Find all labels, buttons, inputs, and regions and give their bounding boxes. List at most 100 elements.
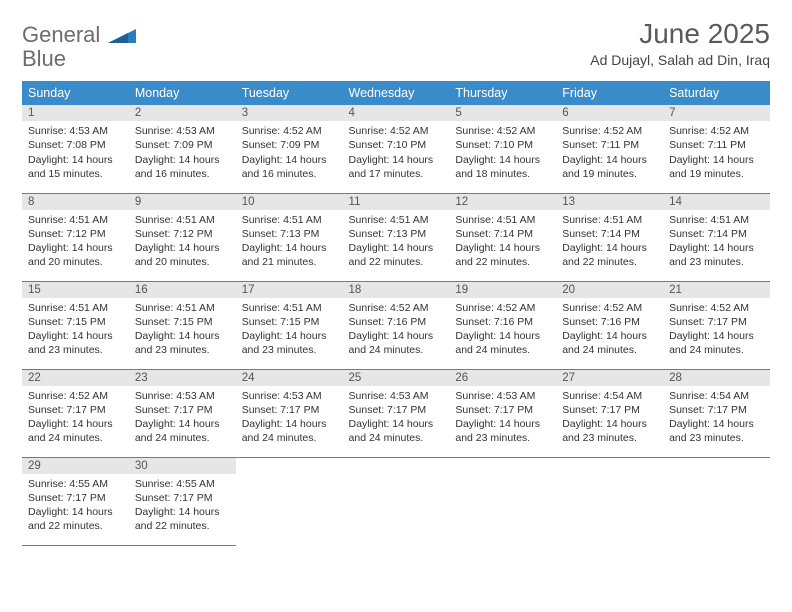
calendar-cell <box>449 457 556 545</box>
day-info: Sunrise: 4:53 AMSunset: 7:08 PMDaylight:… <box>22 121 129 185</box>
calendar-cell: 6Sunrise: 4:52 AMSunset: 7:11 PMDaylight… <box>556 105 663 193</box>
day-number: 9 <box>129 194 236 210</box>
calendar-cell <box>343 457 450 545</box>
day-info: Sunrise: 4:52 AMSunset: 7:16 PMDaylight:… <box>449 298 556 362</box>
day-number: 22 <box>22 370 129 386</box>
calendar-cell <box>556 457 663 545</box>
calendar-cell <box>236 457 343 545</box>
day-info: Sunrise: 4:53 AMSunset: 7:17 PMDaylight:… <box>129 386 236 450</box>
calendar-cell: 24Sunrise: 4:53 AMSunset: 7:17 PMDayligh… <box>236 369 343 457</box>
calendar-cell: 19Sunrise: 4:52 AMSunset: 7:16 PMDayligh… <box>449 281 556 369</box>
day-info: Sunrise: 4:51 AMSunset: 7:14 PMDaylight:… <box>556 210 663 274</box>
day-info: Sunrise: 4:52 AMSunset: 7:10 PMDaylight:… <box>343 121 450 185</box>
day-header: Friday <box>556 81 663 105</box>
calendar-cell: 14Sunrise: 4:51 AMSunset: 7:14 PMDayligh… <box>663 193 770 281</box>
calendar-cell: 22Sunrise: 4:52 AMSunset: 7:17 PMDayligh… <box>22 369 129 457</box>
calendar-cell: 27Sunrise: 4:54 AMSunset: 7:17 PMDayligh… <box>556 369 663 457</box>
day-number: 7 <box>663 105 770 121</box>
calendar-cell: 21Sunrise: 4:52 AMSunset: 7:17 PMDayligh… <box>663 281 770 369</box>
day-info: Sunrise: 4:54 AMSunset: 7:17 PMDaylight:… <box>556 386 663 450</box>
calendar-cell: 9Sunrise: 4:51 AMSunset: 7:12 PMDaylight… <box>129 193 236 281</box>
day-info: Sunrise: 4:53 AMSunset: 7:09 PMDaylight:… <box>129 121 236 185</box>
header: General Blue June 2025 Ad Dujayl, Salah … <box>22 18 770 71</box>
calendar-header-row: Sunday Monday Tuesday Wednesday Thursday… <box>22 81 770 105</box>
calendar-body: 1Sunrise: 4:53 AMSunset: 7:08 PMDaylight… <box>22 105 770 545</box>
day-info: Sunrise: 4:51 AMSunset: 7:12 PMDaylight:… <box>22 210 129 274</box>
calendar-cell: 23Sunrise: 4:53 AMSunset: 7:17 PMDayligh… <box>129 369 236 457</box>
day-number: 14 <box>663 194 770 210</box>
calendar-cell: 26Sunrise: 4:53 AMSunset: 7:17 PMDayligh… <box>449 369 556 457</box>
calendar-cell: 15Sunrise: 4:51 AMSunset: 7:15 PMDayligh… <box>22 281 129 369</box>
day-info: Sunrise: 4:55 AMSunset: 7:17 PMDaylight:… <box>129 474 236 538</box>
day-number: 29 <box>22 458 129 474</box>
day-info: Sunrise: 4:53 AMSunset: 7:17 PMDaylight:… <box>343 386 450 450</box>
day-number: 25 <box>343 370 450 386</box>
day-number: 24 <box>236 370 343 386</box>
day-info: Sunrise: 4:51 AMSunset: 7:15 PMDaylight:… <box>129 298 236 362</box>
day-number: 4 <box>343 105 450 121</box>
day-info: Sunrise: 4:51 AMSunset: 7:13 PMDaylight:… <box>236 210 343 274</box>
day-header: Thursday <box>449 81 556 105</box>
calendar-row: 8Sunrise: 4:51 AMSunset: 7:12 PMDaylight… <box>22 193 770 281</box>
calendar-cell: 5Sunrise: 4:52 AMSunset: 7:10 PMDaylight… <box>449 105 556 193</box>
calendar-row: 15Sunrise: 4:51 AMSunset: 7:15 PMDayligh… <box>22 281 770 369</box>
calendar-cell: 17Sunrise: 4:51 AMSunset: 7:15 PMDayligh… <box>236 281 343 369</box>
day-info: Sunrise: 4:52 AMSunset: 7:16 PMDaylight:… <box>343 298 450 362</box>
logo-triangle-icon <box>108 27 136 48</box>
calendar-cell: 16Sunrise: 4:51 AMSunset: 7:15 PMDayligh… <box>129 281 236 369</box>
day-number: 27 <box>556 370 663 386</box>
calendar-table: Sunday Monday Tuesday Wednesday Thursday… <box>22 81 770 546</box>
day-info: Sunrise: 4:52 AMSunset: 7:10 PMDaylight:… <box>449 121 556 185</box>
day-info: Sunrise: 4:52 AMSunset: 7:17 PMDaylight:… <box>22 386 129 450</box>
day-number: 20 <box>556 282 663 298</box>
day-number: 10 <box>236 194 343 210</box>
day-number: 3 <box>236 105 343 121</box>
calendar-cell: 30Sunrise: 4:55 AMSunset: 7:17 PMDayligh… <box>129 457 236 545</box>
day-number: 30 <box>129 458 236 474</box>
calendar-cell: 20Sunrise: 4:52 AMSunset: 7:16 PMDayligh… <box>556 281 663 369</box>
day-number: 2 <box>129 105 236 121</box>
day-number: 1 <box>22 105 129 121</box>
day-number: 11 <box>343 194 450 210</box>
day-info: Sunrise: 4:52 AMSunset: 7:11 PMDaylight:… <box>556 121 663 185</box>
logo-word1: General <box>22 22 100 47</box>
day-header: Wednesday <box>343 81 450 105</box>
day-number: 26 <box>449 370 556 386</box>
calendar-row: 29Sunrise: 4:55 AMSunset: 7:17 PMDayligh… <box>22 457 770 545</box>
calendar-row: 1Sunrise: 4:53 AMSunset: 7:08 PMDaylight… <box>22 105 770 193</box>
day-header: Tuesday <box>236 81 343 105</box>
logo: General Blue <box>22 18 136 71</box>
page-subtitle: Ad Dujayl, Salah ad Din, Iraq <box>590 52 770 68</box>
day-info: Sunrise: 4:55 AMSunset: 7:17 PMDaylight:… <box>22 474 129 538</box>
calendar-cell <box>663 457 770 545</box>
day-number: 19 <box>449 282 556 298</box>
day-info: Sunrise: 4:52 AMSunset: 7:09 PMDaylight:… <box>236 121 343 185</box>
calendar-cell: 3Sunrise: 4:52 AMSunset: 7:09 PMDaylight… <box>236 105 343 193</box>
day-info: Sunrise: 4:52 AMSunset: 7:16 PMDaylight:… <box>556 298 663 362</box>
day-info: Sunrise: 4:53 AMSunset: 7:17 PMDaylight:… <box>449 386 556 450</box>
calendar-cell: 18Sunrise: 4:52 AMSunset: 7:16 PMDayligh… <box>343 281 450 369</box>
calendar-row: 22Sunrise: 4:52 AMSunset: 7:17 PMDayligh… <box>22 369 770 457</box>
calendar-cell: 7Sunrise: 4:52 AMSunset: 7:11 PMDaylight… <box>663 105 770 193</box>
calendar-cell: 4Sunrise: 4:52 AMSunset: 7:10 PMDaylight… <box>343 105 450 193</box>
calendar-cell: 2Sunrise: 4:53 AMSunset: 7:09 PMDaylight… <box>129 105 236 193</box>
day-number: 6 <box>556 105 663 121</box>
day-info: Sunrise: 4:51 AMSunset: 7:13 PMDaylight:… <box>343 210 450 274</box>
day-info: Sunrise: 4:54 AMSunset: 7:17 PMDaylight:… <box>663 386 770 450</box>
day-info: Sunrise: 4:51 AMSunset: 7:12 PMDaylight:… <box>129 210 236 274</box>
day-number: 13 <box>556 194 663 210</box>
page-title: June 2025 <box>590 18 770 50</box>
title-block: June 2025 Ad Dujayl, Salah ad Din, Iraq <box>590 18 770 68</box>
page: General Blue June 2025 Ad Dujayl, Salah … <box>0 0 792 564</box>
calendar-cell: 28Sunrise: 4:54 AMSunset: 7:17 PMDayligh… <box>663 369 770 457</box>
day-number: 16 <box>129 282 236 298</box>
calendar-cell: 29Sunrise: 4:55 AMSunset: 7:17 PMDayligh… <box>22 457 129 545</box>
day-info: Sunrise: 4:51 AMSunset: 7:15 PMDaylight:… <box>236 298 343 362</box>
day-info: Sunrise: 4:51 AMSunset: 7:14 PMDaylight:… <box>449 210 556 274</box>
calendar-cell: 8Sunrise: 4:51 AMSunset: 7:12 PMDaylight… <box>22 193 129 281</box>
day-header: Monday <box>129 81 236 105</box>
calendar-cell: 1Sunrise: 4:53 AMSunset: 7:08 PMDaylight… <box>22 105 129 193</box>
day-info: Sunrise: 4:53 AMSunset: 7:17 PMDaylight:… <box>236 386 343 450</box>
day-info: Sunrise: 4:51 AMSunset: 7:14 PMDaylight:… <box>663 210 770 274</box>
day-number: 5 <box>449 105 556 121</box>
